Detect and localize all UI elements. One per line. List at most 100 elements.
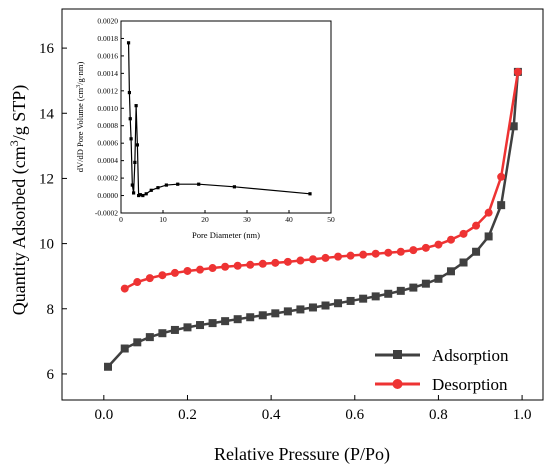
main-desorption-point bbox=[484, 208, 493, 217]
main-desorption-point bbox=[133, 278, 142, 287]
inset-pore-distribution-point bbox=[135, 143, 139, 147]
main-x-tick-label: 0.4 bbox=[262, 407, 281, 423]
inset-pore-distribution-point bbox=[176, 182, 180, 186]
main-adsorption-line bbox=[107, 71, 520, 368]
legend: Adsorption Desorption bbox=[375, 346, 509, 394]
main-adsorption-point bbox=[296, 305, 305, 314]
main-desorption-point bbox=[472, 221, 481, 230]
inset-pore-distribution-point bbox=[137, 193, 141, 198]
inset-x-tick-label: 10 bbox=[159, 215, 167, 224]
inset-y-tick-label: 0.0000 bbox=[97, 191, 118, 200]
inset-axis-ticks: 0 10 20 30 40 50 -0.0002 0.0000 0.0002 0.0004 0.00… bbox=[95, 17, 335, 225]
main-y-axis-label-superscript: 3 bbox=[7, 140, 21, 146]
main-desorption-point bbox=[346, 251, 355, 260]
inset-y-tick-label: 0.0012 bbox=[97, 86, 118, 95]
inset-y-axis-label-superscript: 3 bbox=[76, 85, 82, 88]
legend-adsorption-marker bbox=[393, 350, 402, 359]
main-y-tick-label: 14 bbox=[39, 106, 55, 122]
inset-pore-distribution-point bbox=[130, 183, 134, 187]
main-desorption-point bbox=[421, 243, 430, 252]
main-desorption-point bbox=[120, 284, 129, 293]
inset-y-tick-label: 0.0020 bbox=[97, 17, 118, 26]
main-desorption-point bbox=[233, 261, 242, 270]
main-adsorption-point bbox=[104, 362, 113, 371]
main-x-tick-label: 0.0 bbox=[94, 407, 113, 423]
main-y-tick-label: 12 bbox=[39, 171, 54, 187]
inset-y-axis-label-part-2: /g·nm) bbox=[75, 62, 85, 85]
main-adsorption-point bbox=[170, 325, 179, 334]
inset-pore-distribution-point bbox=[308, 192, 312, 196]
inset-x-tick-label: 30 bbox=[243, 215, 251, 224]
main-adsorption-point bbox=[446, 267, 455, 276]
inset-y-tick-label: 0.0008 bbox=[97, 121, 118, 130]
main-adsorption-point bbox=[459, 258, 468, 267]
main-desorption-point bbox=[158, 271, 167, 280]
main-adsorption-point bbox=[158, 329, 167, 338]
inset-pore-distribution-point bbox=[129, 137, 133, 141]
inset-pore-distribution-point bbox=[128, 117, 132, 121]
inset-pore-distribution-point bbox=[144, 192, 148, 196]
inset-x-tick-label: 0 bbox=[119, 215, 123, 224]
main-adsorption-point bbox=[258, 311, 267, 320]
inset-pore-distribution-point bbox=[132, 191, 136, 195]
main-adsorption-point bbox=[321, 301, 330, 310]
inset-x-tick-label: 50 bbox=[327, 215, 335, 224]
inset-pore-distribution-point bbox=[149, 188, 153, 192]
inset-y-tick-label: 0.0002 bbox=[97, 174, 118, 183]
main-adsorption-point bbox=[346, 296, 355, 305]
main-desorption-point bbox=[221, 262, 230, 271]
main-axis-ticks: 0.0 0.2 0.4 0.6 0.8 1.0 6 8 10 12 14 16 bbox=[39, 41, 531, 423]
inset-y-tick-label: 0.0006 bbox=[97, 139, 118, 148]
main-desorption-point bbox=[170, 268, 179, 277]
inset-y-tick-label: 0.0016 bbox=[97, 51, 118, 60]
main-desorption-point bbox=[196, 265, 205, 274]
main-adsorption-point bbox=[409, 283, 418, 292]
inset-pore-distribution-point bbox=[133, 160, 137, 164]
inset-y-tick-label: 0.0018 bbox=[97, 34, 118, 43]
inset-y-tick-label: -0.0002 bbox=[95, 209, 118, 218]
main-adsorption-point bbox=[308, 303, 317, 312]
main-desorption-point bbox=[271, 258, 280, 267]
main-desorption-point bbox=[183, 266, 192, 275]
main-y-tick-label: 10 bbox=[39, 237, 54, 253]
main-desorption-point bbox=[334, 252, 343, 261]
main-desorption-point bbox=[208, 264, 217, 273]
main-desorption-point bbox=[513, 67, 522, 76]
main-y-axis-label-part-1: Quantity Adsorbed (cm bbox=[9, 146, 30, 315]
main-adsorption-point bbox=[497, 201, 506, 210]
main-adsorption-point bbox=[334, 299, 343, 308]
main-adsorption-point bbox=[509, 122, 518, 131]
main-x-tick-label: 0.6 bbox=[345, 407, 364, 423]
main-adsorption-point bbox=[145, 333, 154, 342]
inset-series-layer bbox=[126, 41, 312, 198]
inset-pore-distribution-point bbox=[127, 90, 131, 95]
main-desorption-point bbox=[359, 250, 368, 259]
main-desorption-point bbox=[296, 256, 305, 265]
main-plot-frame bbox=[61, 8, 544, 401]
main-x-tick-label: 1.0 bbox=[513, 407, 532, 423]
inset-pore-distribution-point bbox=[156, 186, 160, 190]
main-desorption-point bbox=[321, 253, 330, 262]
inset-pore-distribution-point bbox=[232, 185, 236, 189]
main-adsorption-point bbox=[133, 338, 142, 347]
main-adsorption-point bbox=[246, 313, 255, 322]
main-adsorption-point bbox=[221, 317, 230, 326]
main-adsorption-point bbox=[208, 319, 217, 328]
main-desorption-point bbox=[409, 246, 418, 255]
main-desorption-point bbox=[459, 229, 468, 238]
inset-y-axis-label: dV/dD Pore Volume (cm3/g·nm) bbox=[75, 62, 85, 173]
inset-plot-frame bbox=[120, 20, 332, 214]
main-y-tick-label: 8 bbox=[47, 302, 55, 318]
main-adsorption-point bbox=[434, 274, 443, 283]
main-desorption-point bbox=[446, 235, 455, 244]
main-adsorption-point bbox=[472, 247, 481, 256]
inset-y-tick-label: 0.0014 bbox=[97, 69, 118, 78]
main-adsorption-point bbox=[183, 323, 192, 332]
inset-y-axis-label-part-1: dV/dD Pore Volume (cm bbox=[75, 87, 85, 172]
main-desorption-point bbox=[371, 249, 380, 258]
main-desorption-point bbox=[308, 255, 317, 264]
main-adsorption-point bbox=[120, 344, 129, 353]
main-desorption-point bbox=[396, 247, 405, 256]
main-desorption-point bbox=[258, 259, 267, 268]
